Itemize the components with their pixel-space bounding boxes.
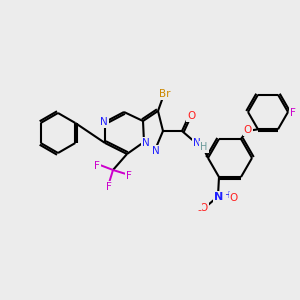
Text: F: F [94, 161, 100, 171]
Text: N: N [193, 138, 201, 148]
Text: F: F [126, 171, 132, 181]
Text: +: + [224, 190, 232, 200]
Text: H: H [200, 142, 208, 152]
Text: F: F [106, 182, 112, 192]
Text: F: F [290, 107, 296, 117]
Text: Br: Br [159, 89, 171, 99]
Text: -: - [197, 205, 201, 215]
Text: N: N [142, 138, 150, 148]
Text: O: O [200, 203, 208, 213]
Text: O: O [187, 111, 195, 121]
Text: F: F [290, 108, 296, 118]
Text: O: O [244, 125, 252, 135]
Text: N: N [214, 192, 224, 202]
Text: N: N [152, 146, 160, 156]
Text: N: N [100, 117, 108, 127]
Text: O: O [230, 193, 238, 203]
